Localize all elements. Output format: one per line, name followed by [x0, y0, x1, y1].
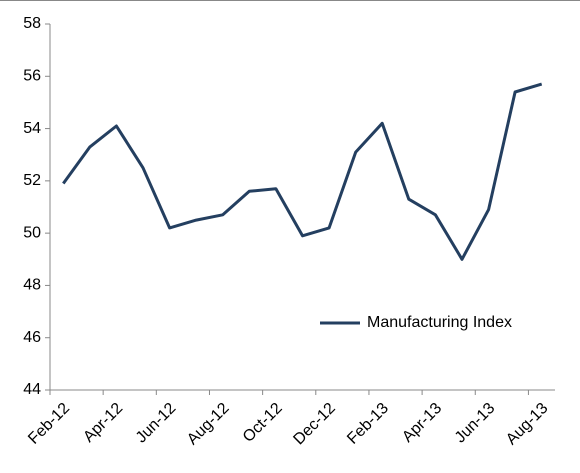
x-tick-label: Feb-12	[25, 400, 73, 448]
x-tick-label: Aug-13	[503, 400, 552, 449]
x-tick-label: Feb-13	[344, 400, 392, 448]
y-tick-label: 48	[23, 277, 41, 294]
x-tick-label: Jun-13	[452, 400, 499, 447]
series-line	[62, 82, 543, 261]
y-tick-label: 50	[23, 224, 41, 241]
y-tick-label: 44	[23, 381, 41, 398]
y-tick-label: 52	[23, 172, 41, 189]
y-tick-label: 54	[23, 120, 41, 137]
x-tick-label: Apr-13	[399, 400, 445, 446]
x-tick-label: Aug-12	[184, 400, 233, 449]
legend-label: Manufacturing Index	[367, 314, 512, 331]
x-tick-label: Apr-12	[80, 400, 126, 446]
y-tick-label: 46	[23, 329, 41, 346]
y-tick-label: 58	[23, 15, 41, 32]
x-tick-label: Oct-12	[240, 400, 286, 446]
x-tick-label: Jun-12	[133, 400, 180, 447]
y-tick-label: 56	[23, 68, 41, 85]
x-tick-label: Dec-12	[290, 400, 339, 449]
